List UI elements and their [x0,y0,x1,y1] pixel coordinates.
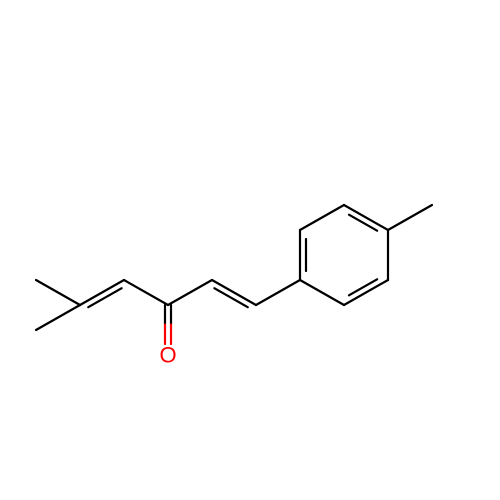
bonds-layer [36,205,432,344]
atoms-layer: O [159,343,176,368]
atom-label-o: O [159,343,176,368]
molecule-diagram: O [0,0,500,500]
